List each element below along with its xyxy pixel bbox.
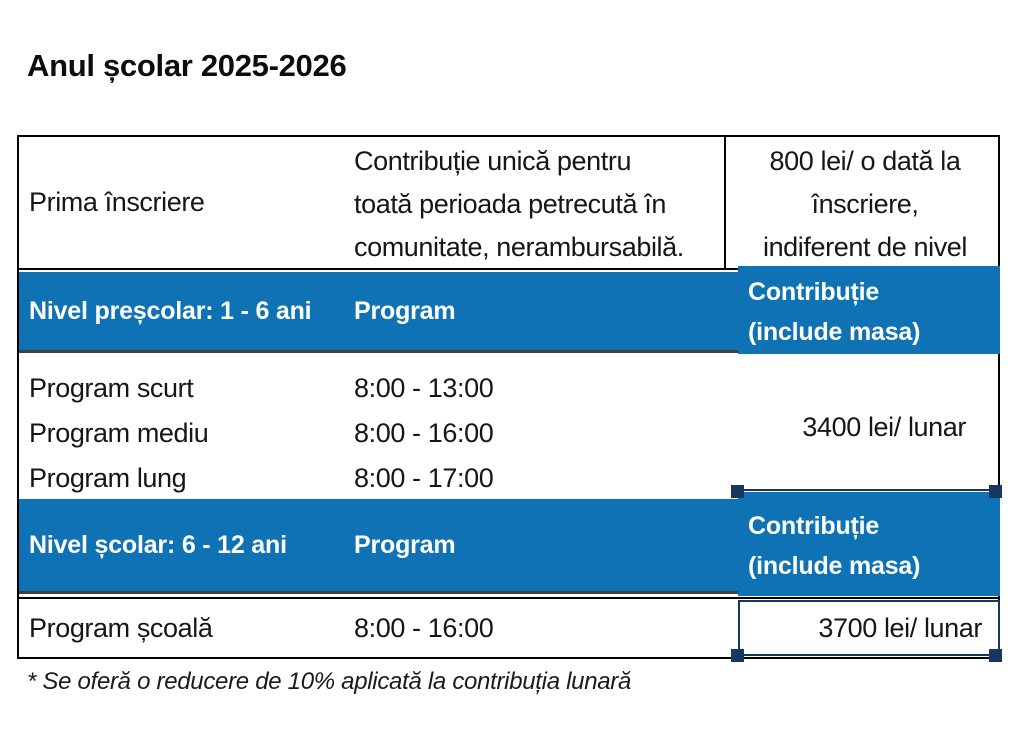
school-monthly-price: 3700 lei/ lunar (818, 612, 982, 643)
footnote: * Se oferă o reducere de 10% aplicată la… (27, 668, 632, 695)
program-hours: 8:00 - 16:00 (354, 418, 494, 448)
school-price-cell-box: 3700 lei/ lunar (738, 600, 1000, 656)
cell-enrollment-price: 800 lei/ o dată la înscriere, indiferent… (724, 137, 998, 268)
cell-preschool-program-names: Program scurt Program mediu Program lung (19, 356, 347, 499)
preschool-level-label: Nivel preșcolar: 1 - 6 ani (29, 296, 312, 325)
table-rows-preschool-programs: Program scurt Program mediu Program lung… (19, 356, 998, 499)
enrollment-price-line: 800 lei/ o dată la (769, 146, 961, 176)
cell-school-level: Nivel școlar: 6 - 12 ani (19, 499, 347, 591)
pricing-table: Prima înscriere Contribuție unică pentru… (17, 135, 1002, 662)
program-hours: 8:00 - 13:00 (354, 373, 494, 403)
program-name: Program școală (29, 612, 213, 643)
cell-enrollment-description: Contribuție unică pentru toată perioada … (347, 137, 724, 268)
page-title: Anul școlar 2025-2026 (27, 48, 347, 83)
school-contribution-header-box: Contribuție (include masa) (738, 492, 1000, 596)
cell-selection-border-line (738, 489, 1000, 491)
preschool-contribution-header-box: Contribuție (include masa) (738, 266, 1000, 354)
preschool-program-header: Program (354, 296, 456, 325)
enrollment-label: Prima înscriere (29, 187, 205, 217)
cell-school-program-name: Program școală (19, 599, 347, 657)
enrollment-price-line: înscriere, (811, 189, 919, 219)
table-row-school-program: Program școală 8:00 - 16:00 (19, 597, 998, 657)
enrollment-description-line: comunitate, nerambursabilă. (354, 232, 684, 262)
program-hours: 8:00 - 16:00 (354, 612, 494, 643)
program-name: Program mediu (29, 418, 209, 448)
contribution-header-line: Contribuție (748, 278, 880, 306)
cell-preschool-program-hours: 8:00 - 13:00 8:00 - 16:00 8:00 - 17:00 (347, 356, 724, 499)
cell-preschool-level: Nivel preșcolar: 1 - 6 ani (19, 272, 347, 350)
contribution-header-line: (include masa) (748, 552, 921, 580)
selection-resize-handle[interactable] (989, 485, 1002, 498)
selection-resize-handle[interactable] (731, 649, 744, 662)
program-name: Program scurt (29, 373, 194, 403)
selection-resize-handle[interactable] (989, 649, 1002, 662)
enrollment-description-line: Contribuție unică pentru (354, 146, 632, 176)
cell-school-program-header: Program (347, 499, 724, 591)
contribution-header-line: (include masa) (748, 318, 921, 346)
school-program-header: Program (354, 530, 456, 559)
cell-preschool-program-header: Program (347, 272, 724, 350)
program-hours: 8:00 - 17:00 (354, 463, 494, 493)
preschool-monthly-price: 3400 lei/ lunar (802, 412, 966, 442)
enrollment-description-line: toată perioada petrecută în (354, 189, 666, 219)
contribution-header-line: Contribuție (748, 512, 880, 540)
enrollment-price-line: indiferent de nivel (762, 232, 968, 262)
cell-enrollment-label: Prima înscriere (19, 137, 347, 268)
program-name: Program lung (29, 463, 187, 493)
table-row-enrollment: Prima înscriere Contribuție unică pentru… (19, 137, 998, 270)
cell-school-program-hours: 8:00 - 16:00 (347, 599, 724, 657)
cell-preschool-price: 3400 lei/ lunar (724, 356, 998, 499)
school-level-label: Nivel școlar: 6 - 12 ani (29, 530, 287, 559)
selection-resize-handle[interactable] (731, 485, 744, 498)
